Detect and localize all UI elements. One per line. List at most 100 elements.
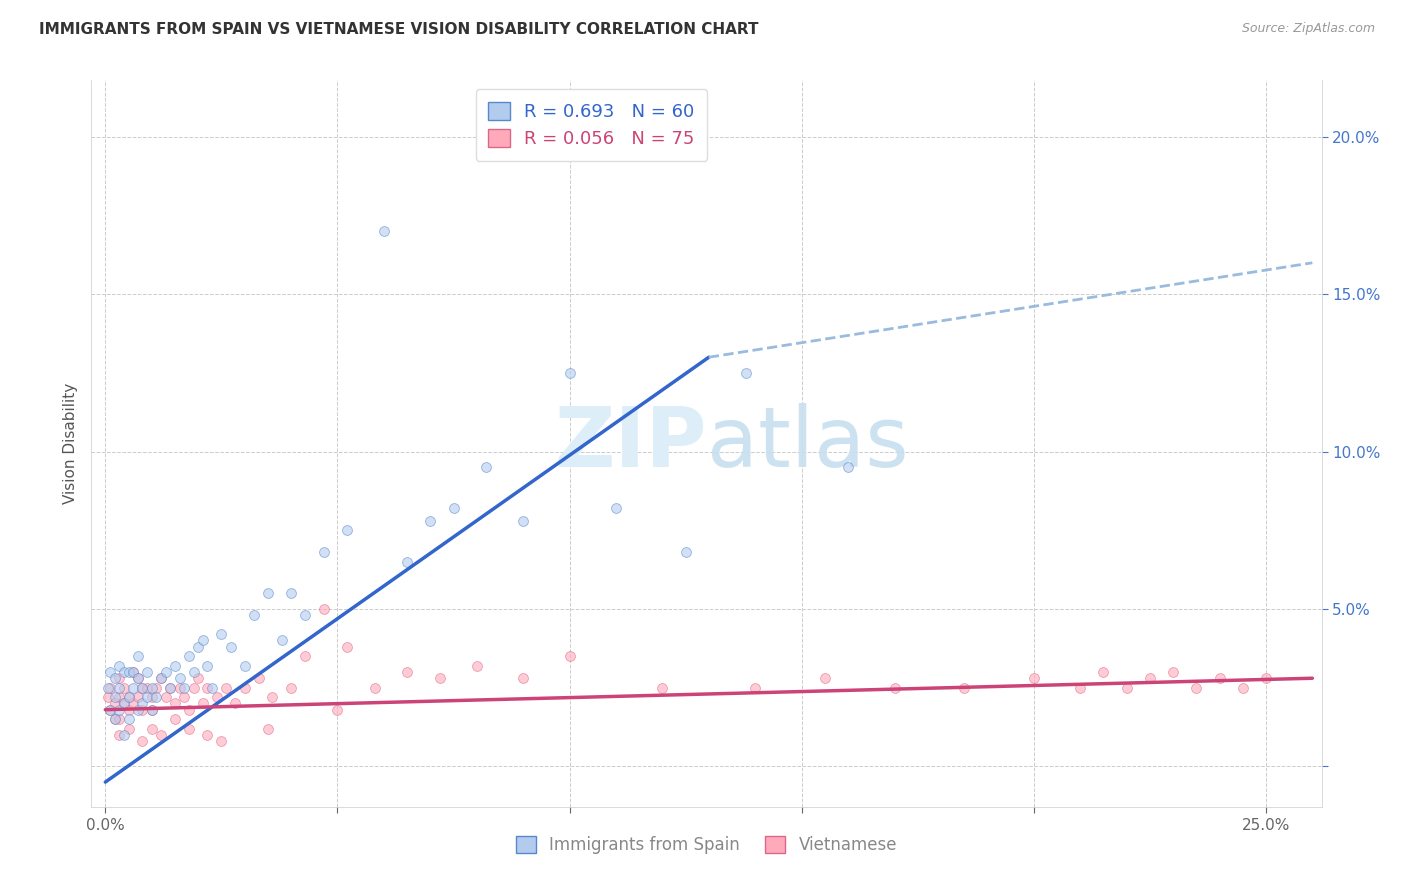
Point [145,690,167,705]
Point [326,703,349,717]
Point [150,671,173,685]
Point [98,665,121,679]
Point [122,697,145,711]
Point [233,681,256,695]
Legend: Immigrants from Spain, Vietnamese: Immigrants from Spain, Vietnamese [509,830,904,861]
Point [256,586,278,600]
Text: Source: ZipAtlas.com: Source: ZipAtlas.com [1241,22,1375,36]
Point [233,658,256,673]
Point [419,514,441,528]
Point [127,703,149,717]
Point [122,681,145,695]
Point [336,524,359,538]
Point [280,586,302,600]
Point [141,722,163,736]
Point [104,712,127,726]
Point [131,681,153,695]
Point [108,658,131,673]
Point [558,649,581,664]
Point [183,665,205,679]
Point [173,681,195,695]
Point [131,703,153,717]
Point [159,681,181,695]
Point [150,728,173,742]
Point [163,712,186,726]
Point [201,681,224,695]
Point [117,690,139,705]
Point [197,728,219,742]
Point [1208,671,1230,685]
Point [112,665,135,679]
Point [953,681,976,695]
Point [312,602,335,616]
Point [98,703,121,717]
Point [191,697,214,711]
Point [112,697,135,711]
Point [108,671,131,685]
Point [219,640,242,654]
Point [558,366,581,380]
Point [131,697,153,711]
Point [117,703,139,717]
Point [108,681,131,695]
Point [1161,665,1184,679]
Point [1254,671,1277,685]
Point [136,665,159,679]
Point [363,681,385,695]
Point [97,690,120,705]
Point [127,671,149,685]
Text: IMMIGRANTS FROM SPAIN VS VIETNAMESE VISION DISABILITY CORRELATION CHART: IMMIGRANTS FROM SPAIN VS VIETNAMESE VISI… [39,22,759,37]
Point [256,722,278,736]
Point [117,690,139,705]
Point [205,690,228,705]
Point [396,665,419,679]
Point [373,224,395,238]
Point [159,681,181,695]
Point [247,671,270,685]
Point [177,649,200,664]
Point [197,681,219,695]
Point [163,697,186,711]
Point [117,722,139,736]
Point [177,703,200,717]
Point [209,734,232,748]
Point [187,671,209,685]
Point [173,690,195,705]
Point [209,627,232,641]
Y-axis label: Vision Disability: Vision Disability [63,384,79,504]
Text: atlas: atlas [706,403,908,484]
Point [131,681,153,695]
Point [97,681,120,695]
Point [127,690,149,705]
Point [127,671,149,685]
Point [224,697,246,711]
Point [1092,665,1115,679]
Point [262,690,284,705]
Point [104,671,127,685]
Point [651,681,673,695]
Point [270,633,292,648]
Point [141,690,163,705]
Point [187,640,209,654]
Point [131,734,153,748]
Point [396,555,419,569]
Point [814,671,837,685]
Point [1022,671,1045,685]
Text: ZIP: ZIP [554,403,706,484]
Point [117,712,139,726]
Point [127,649,149,664]
Point [108,703,131,717]
Point [243,608,266,623]
Point [280,681,302,695]
Point [112,697,135,711]
Point [837,460,859,475]
Point [744,681,766,695]
Point [150,671,173,685]
Point [1139,671,1161,685]
Point [112,681,135,695]
Point [117,665,139,679]
Point [104,712,127,726]
Point [197,658,219,673]
Point [141,703,163,717]
Point [108,712,131,726]
